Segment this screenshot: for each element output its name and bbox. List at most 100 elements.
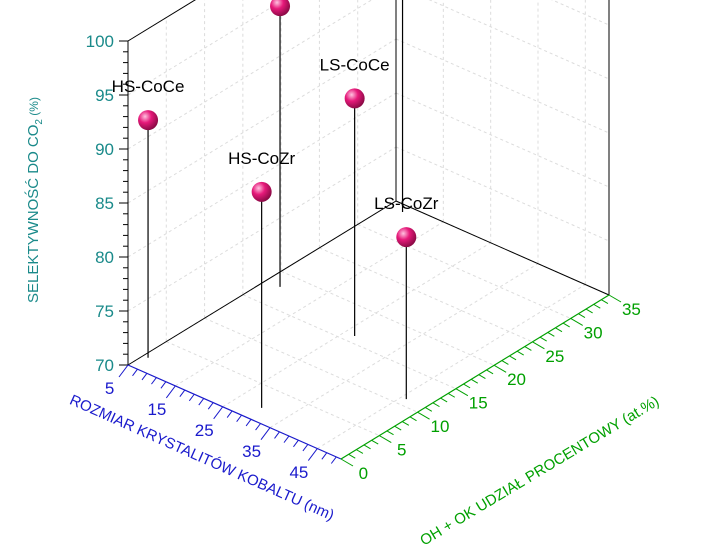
x-tick [307,448,318,461]
y-tick [608,294,622,303]
y-minor-tick [447,392,456,398]
y-tick [340,458,354,467]
floor-grid-line [317,284,586,449]
right-wall-grid-line [395,146,610,242]
floor-grid-line [166,341,380,437]
x-minor-tick [283,435,290,443]
left-wall-grid-line [127,92,397,258]
y-minor-tick [578,313,586,319]
right-wall-grid-line [428,0,610,80]
floor-grid-line [280,270,495,366]
y-tick-label: 15 [469,394,488,413]
y-minor-tick [440,397,448,403]
right-wall-grid-line [551,0,610,26]
x-minor-tick [293,439,299,448]
data-point [344,88,365,109]
y-minor-tick [601,299,609,304]
z-tick-label: 100 [86,32,114,51]
y-tick [379,435,392,444]
y-tick-label: 25 [545,347,564,366]
x-minor-tick [198,398,205,406]
z-tick-label: 75 [95,302,114,321]
y-minor-tick [432,402,440,408]
x-tick-label: 45 [289,463,308,482]
left-wall-grid-line [127,0,373,150]
data-point [138,110,159,131]
y-minor-tick [478,374,486,379]
data-labels: HS-CoCeHS-CoZrHS-KCoCeHS-KCoZrLS-CoCeLS-… [112,55,439,213]
y-minor-tick [509,355,517,361]
left-wall-grid-line [127,0,196,42]
floor-grid-line [357,223,571,319]
z-tick-label: 80 [95,248,114,267]
y-minor-tick [402,421,410,426]
y-minor-tick [356,449,364,454]
x-minor-tick [302,444,309,452]
y-minor-tick [547,332,555,337]
y-minor-tick [501,360,509,365]
y-minor-tick [486,369,494,375]
y-minor-tick [516,350,524,356]
y-minor-tick [593,303,601,309]
y-tick-label: 35 [622,300,641,319]
y-minor-tick [555,327,563,333]
y-tick [570,317,583,326]
y-minor-tick [409,416,417,422]
z-tick-label: 70 [95,356,114,375]
floor-grid-line [222,242,491,408]
axis-ticks: 70 75 80 85 90 95 100 5 15 25 35 45 0 5 10 15 20 25 30 35 [86,32,641,483]
x-axis-line [127,364,342,460]
z-tick-label: 90 [95,140,114,159]
y-axis-line [340,294,610,460]
y-minor-tick [348,453,356,459]
floor-grid-line [175,221,444,387]
y-minor-tick [470,378,479,384]
y-minor-tick [463,383,471,389]
floor-grid-line [204,317,418,413]
x-minor-tick [330,456,337,464]
y-minor-tick [539,336,547,342]
right-wall-grid-line [395,38,610,134]
x-tick-label: 5 [105,379,114,398]
y-tick-label: 20 [507,370,526,389]
data-label: LS-CoCe [320,55,390,74]
x-tick [213,406,224,420]
data-point [396,227,417,248]
y-tick-label: 0 [359,464,368,483]
z-axis-title: SELEKTYWNOŚĆ DO CO2 (%) [24,97,45,303]
data-points [138,0,417,248]
frame-edge [395,200,610,296]
y-minor-tick [386,430,394,436]
floor-grid-line [269,263,539,429]
floor-grid-line [242,294,457,390]
y-minor-tick [585,308,593,314]
data-point [270,0,291,17]
x-minor-tick [141,373,148,381]
y-tick [455,388,469,397]
x-minor-tick [226,410,233,418]
y-tick-label: 10 [431,417,450,436]
x-minor-tick [245,419,252,427]
data-label: HS-CoCe [112,77,185,96]
x-minor-tick [188,393,195,402]
y-tick-label: 5 [397,440,406,459]
y-minor-tick [371,439,379,445]
right-wall-grid-line [395,92,610,188]
y-axis-title: OH + OK UDZIAŁ PROCENTOWY (at.%) [417,393,662,550]
x-minor-tick [151,377,157,385]
x-minor-tick [236,414,243,423]
data-point [251,181,272,202]
x-tick-label: 25 [195,421,214,440]
left-wall-grid-line [127,38,397,204]
data-label: LS-CoZr [374,194,439,213]
x-minor-tick [207,402,214,410]
x-tick [260,427,271,440]
x-tick-label: 35 [242,442,261,461]
left-wall-grid-line [127,0,285,96]
frame-edge [127,0,196,42]
x-tick-label: 15 [147,400,166,419]
y-minor-tick [394,425,402,431]
x-minor-tick [160,381,167,389]
